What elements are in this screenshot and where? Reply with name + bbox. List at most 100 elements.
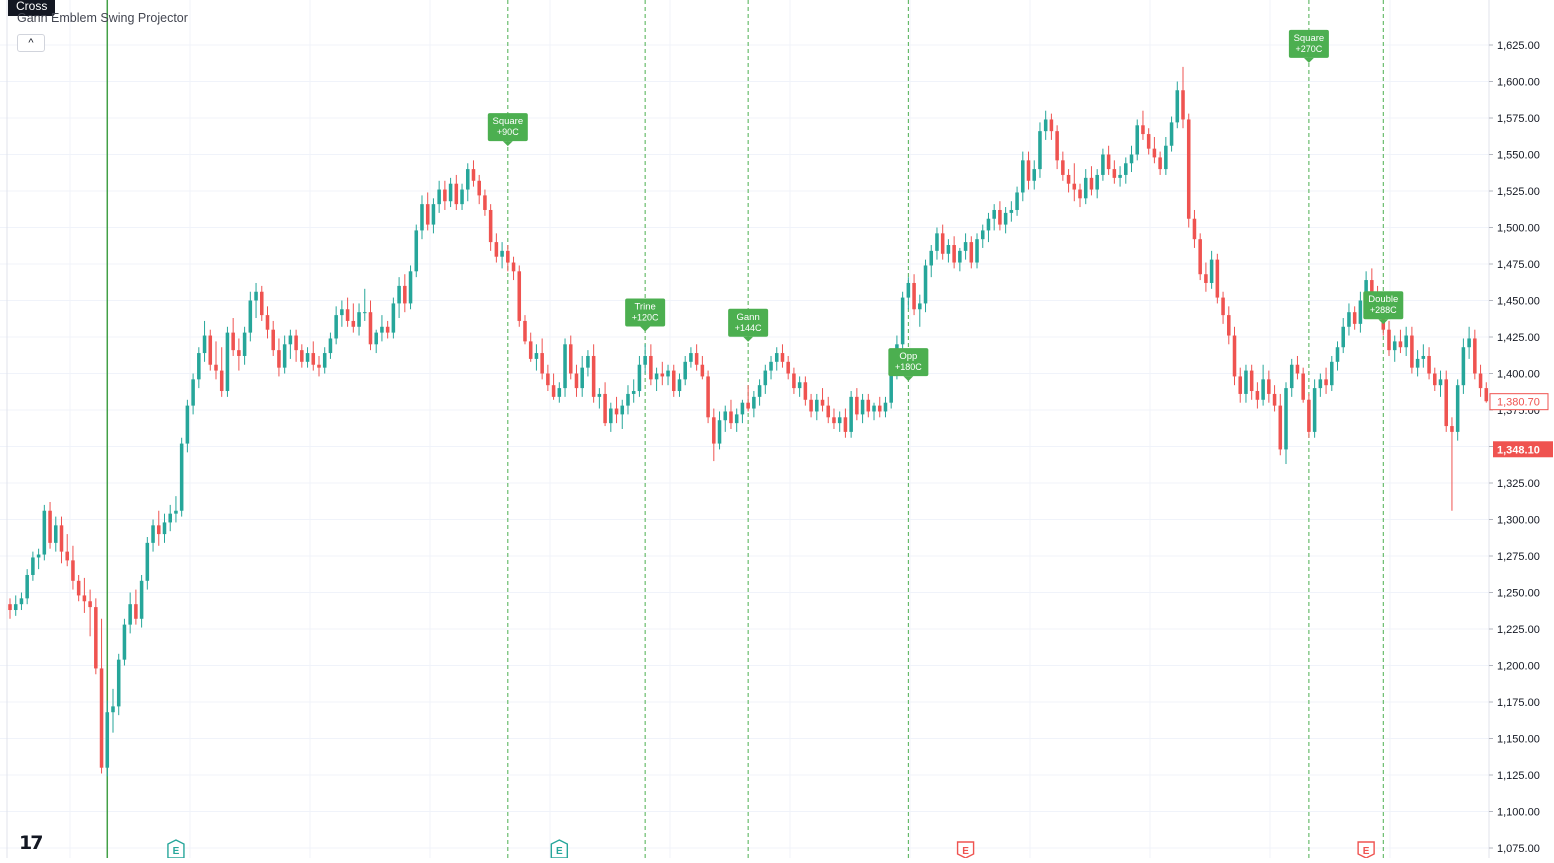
candle-body	[883, 402, 888, 412]
candle-body	[277, 350, 281, 368]
candle-body	[1118, 174, 1122, 178]
price-axis-label: 1,275.00	[1497, 551, 1540, 563]
candle	[1427, 347, 1431, 380]
candle	[340, 300, 344, 327]
candle	[734, 408, 739, 432]
candle-body	[443, 189, 447, 202]
marker-pointer	[502, 141, 513, 147]
price-axis[interactable]: 1,075.00 1,100.00 1,125.00 1,150.00 1,175.00…	[1488, 0, 1554, 858]
candle	[643, 344, 647, 374]
candle	[179, 437, 184, 517]
candle-body	[105, 712, 110, 768]
candle	[391, 297, 396, 339]
candle	[1003, 207, 1008, 234]
candle	[54, 516, 58, 552]
price-axis-label: 1,525.00	[1497, 186, 1540, 198]
candle	[557, 382, 562, 403]
candle	[774, 347, 779, 371]
candle	[826, 396, 831, 424]
crosshair-tag: Cross	[8, 0, 56, 16]
candle-body	[116, 659, 121, 707]
candle-body	[940, 233, 945, 254]
candle-body	[1078, 189, 1082, 199]
candle-body	[998, 209, 1002, 225]
candle-body	[156, 525, 161, 535]
earnings-event-icon[interactable]: E	[167, 839, 185, 859]
candle-body	[1026, 160, 1031, 181]
candle-body	[671, 370, 676, 392]
candle-body	[1295, 364, 1300, 374]
candle-body	[637, 364, 642, 392]
candle	[963, 233, 968, 260]
candle	[540, 338, 544, 380]
candle-body	[1433, 373, 1437, 386]
candle-body	[1427, 355, 1431, 374]
candle	[706, 370, 710, 424]
candle	[1089, 166, 1094, 196]
marker-label-degree: +90C	[497, 127, 519, 137]
marker-pointer	[903, 376, 914, 382]
candle-body	[1301, 373, 1305, 400]
candle-body	[1450, 426, 1454, 432]
candle	[345, 297, 350, 327]
candle	[322, 347, 327, 374]
candle	[998, 201, 1002, 231]
candle-body	[1272, 393, 1277, 406]
candle-body	[1049, 119, 1054, 132]
candle	[1341, 318, 1346, 354]
collapse-button[interactable]: ^	[17, 34, 45, 52]
earnings-event-icon[interactable]: E	[1357, 841, 1375, 859]
candle	[580, 355, 584, 397]
candle	[712, 408, 716, 462]
candle	[76, 574, 81, 602]
tradingview-logo-icon[interactable]: 17	[19, 832, 43, 854]
candle-body	[694, 353, 699, 365]
candle-body	[815, 399, 819, 412]
candle	[1232, 326, 1237, 386]
candle-body	[1129, 154, 1134, 164]
indicator-name[interactable]: Gann Emblem Swing Projector	[17, 11, 188, 25]
candle	[500, 242, 504, 269]
candle-body	[219, 370, 224, 392]
candle	[746, 385, 750, 412]
earnings-label: E	[173, 846, 180, 857]
candle	[723, 405, 728, 432]
candle	[1238, 367, 1243, 403]
candle	[1272, 385, 1277, 412]
candle	[334, 306, 338, 345]
price-axis-label: 1,200.00	[1497, 661, 1540, 673]
earnings-event-icon[interactable]: E	[956, 841, 975, 859]
candle-body	[837, 417, 842, 424]
candle	[443, 180, 447, 210]
candle-body	[1415, 358, 1420, 368]
candle-body	[849, 396, 853, 432]
candle	[8, 598, 12, 619]
candle	[935, 227, 939, 260]
projection-marker: Opp+180C	[888, 348, 929, 382]
candle	[1324, 367, 1328, 394]
candle	[752, 391, 756, 418]
candle-body	[259, 291, 264, 316]
candle	[620, 399, 625, 429]
earnings-event-icon[interactable]: E	[550, 839, 569, 859]
candle	[855, 388, 859, 421]
candle-body	[1112, 169, 1117, 178]
candle-body	[1152, 148, 1157, 158]
candle	[797, 376, 802, 397]
candle	[1478, 364, 1483, 397]
candle-body	[1015, 192, 1019, 210]
candle	[574, 364, 579, 397]
candle	[1444, 370, 1448, 432]
projection-marker: Gann+144C	[728, 308, 769, 342]
candle	[637, 355, 642, 397]
candle	[477, 174, 481, 205]
candle	[71, 545, 75, 590]
candle	[1415, 350, 1420, 377]
candle	[385, 320, 390, 339]
candle-body	[340, 309, 344, 316]
marker-label-degree: +144C	[735, 323, 762, 333]
candle	[219, 347, 224, 397]
